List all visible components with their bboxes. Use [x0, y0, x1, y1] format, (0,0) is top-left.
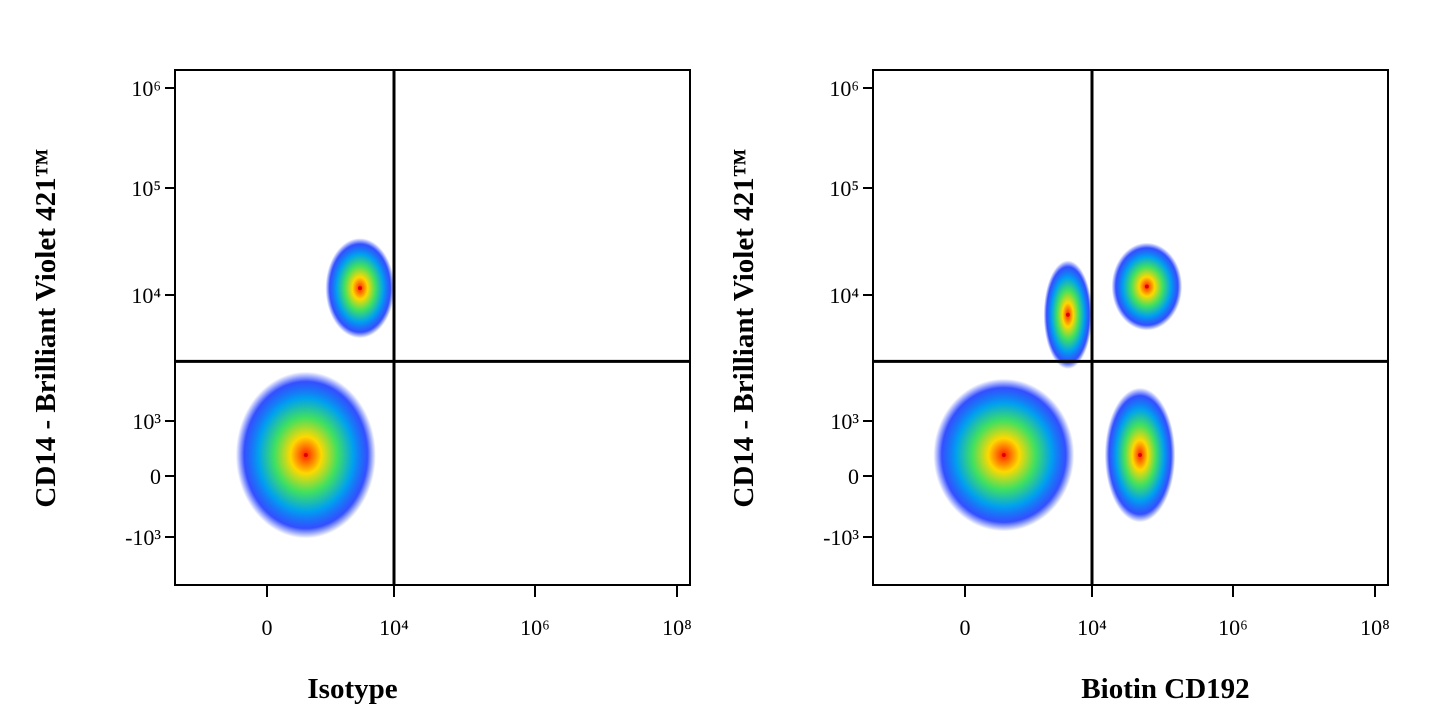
y-tick-label: -10³ [823, 525, 859, 550]
population-center [1065, 312, 1070, 317]
x-axis-label: Isotype [307, 673, 397, 705]
y-tick-label: 10⁶ [131, 76, 161, 101]
y-tick-label: 0 [848, 464, 859, 489]
y-tick-label: 0 [150, 464, 161, 489]
x-tick-label: 10⁶ [520, 615, 550, 640]
x-tick-label: 10⁴ [1077, 615, 1107, 640]
plot-frame [174, 69, 691, 586]
x-tick-label: 10⁸ [1360, 615, 1390, 640]
population-center [1144, 284, 1149, 289]
y-tick-label: 10⁶ [829, 76, 859, 101]
y-tick-label: 10⁴ [131, 283, 161, 308]
y-tick-label: 10³ [132, 409, 161, 434]
plot-frame [872, 69, 1389, 586]
population-center [303, 453, 308, 458]
y-tick-label: 10³ [830, 409, 859, 434]
x-tick-label: 10⁸ [662, 615, 692, 640]
y-axis-label: CD14 - Brilliant Violet 421™ [728, 148, 760, 507]
population-center [357, 286, 362, 291]
y-tick-label: 10⁵ [131, 176, 161, 201]
plot: 0 10⁴ 10⁶ 10⁸ -10³ 0 10³ 10⁴ 10⁵ 10⁶ Isotype CD14 -… [30, 69, 692, 705]
x-tick-label: 0 [960, 615, 971, 640]
y-tick-label: 10⁴ [829, 283, 859, 308]
x-tick-label: 0 [262, 615, 273, 640]
x-tick-label: 10⁶ [1218, 615, 1248, 640]
population-center [1138, 453, 1143, 458]
y-tick-label: 10⁵ [829, 176, 859, 201]
y-tick-label: -10³ [125, 525, 161, 550]
y-axis-label: CD14 - Brilliant Violet 421™ [30, 148, 62, 507]
x-tick-label: 10⁴ [379, 615, 409, 640]
plot: 0 10⁴ 10⁶ 10⁸ -10³ 0 10³ 10⁴ 10⁵ 10⁶ Biotin CD192 C… [728, 69, 1390, 705]
x-axis-label: Biotin CD192 [1081, 673, 1249, 705]
population-center [1001, 453, 1006, 458]
